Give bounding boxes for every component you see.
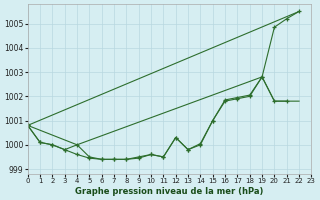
X-axis label: Graphe pression niveau de la mer (hPa): Graphe pression niveau de la mer (hPa) <box>76 187 264 196</box>
